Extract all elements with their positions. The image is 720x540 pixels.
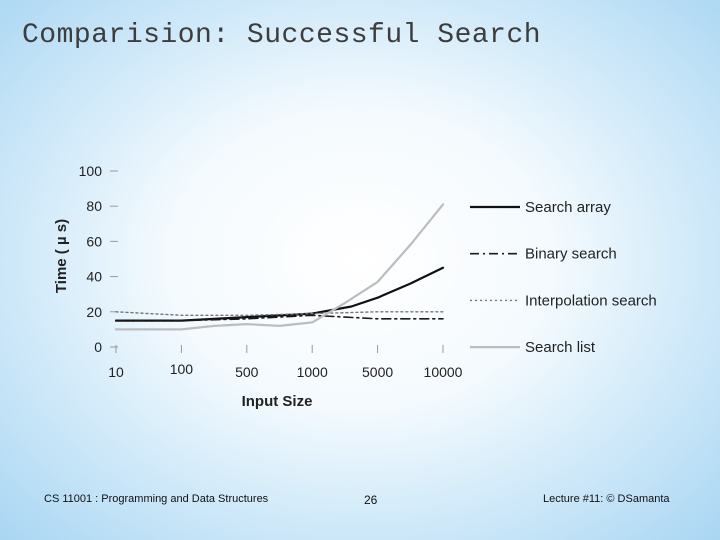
series-line-0: [114, 266, 445, 322]
x-tick-label: 10: [108, 364, 124, 380]
legend-label-1: Binary search: [525, 246, 617, 263]
y-tick-label: 0: [94, 339, 102, 355]
x-tick-label: 10000: [424, 364, 463, 380]
y-tick-label: 80: [86, 198, 102, 214]
x-tick-label: 5000: [362, 364, 393, 380]
slide-title: Comparision: Successful Search: [22, 20, 542, 51]
chart-series: [114, 203, 445, 331]
y-tick-label: 100: [79, 163, 103, 179]
x-axis-label: Input Size: [242, 393, 313, 410]
legend-label-0: Search array: [525, 199, 611, 216]
y-tick-label: 60: [86, 233, 102, 249]
footer-course: CS 11001 : Programming and Data Structur…: [44, 493, 269, 505]
series-line-1: [115, 314, 444, 322]
x-tick-label: 500: [235, 364, 259, 380]
footer-page-number: 26: [364, 493, 378, 507]
y-axis-label: Time ( µ s): [53, 219, 70, 293]
y-tick-label: 40: [86, 269, 102, 285]
chart-axes: 0 20 40 60 80 100 10 100 500 1000 5000 10000: [79, 163, 463, 380]
legend-label-2: Interpolation search: [525, 292, 657, 309]
x-tick-label: 100: [170, 361, 194, 377]
series-line-3: [114, 203, 445, 331]
legend-label-3: Search list: [525, 339, 596, 356]
chart-legend: Search array Binary search Interpolation s…: [470, 199, 657, 356]
footer-lecture: Lecture #11: © DSamanta: [543, 493, 670, 505]
x-tick-label: 1000: [297, 364, 328, 380]
series-line-2: [115, 311, 444, 316]
y-tick-label: 20: [86, 304, 102, 320]
line-chart: 0 20 40 60 80 100 10 100 500 1000 5000 10000 Search…: [53, 163, 657, 410]
